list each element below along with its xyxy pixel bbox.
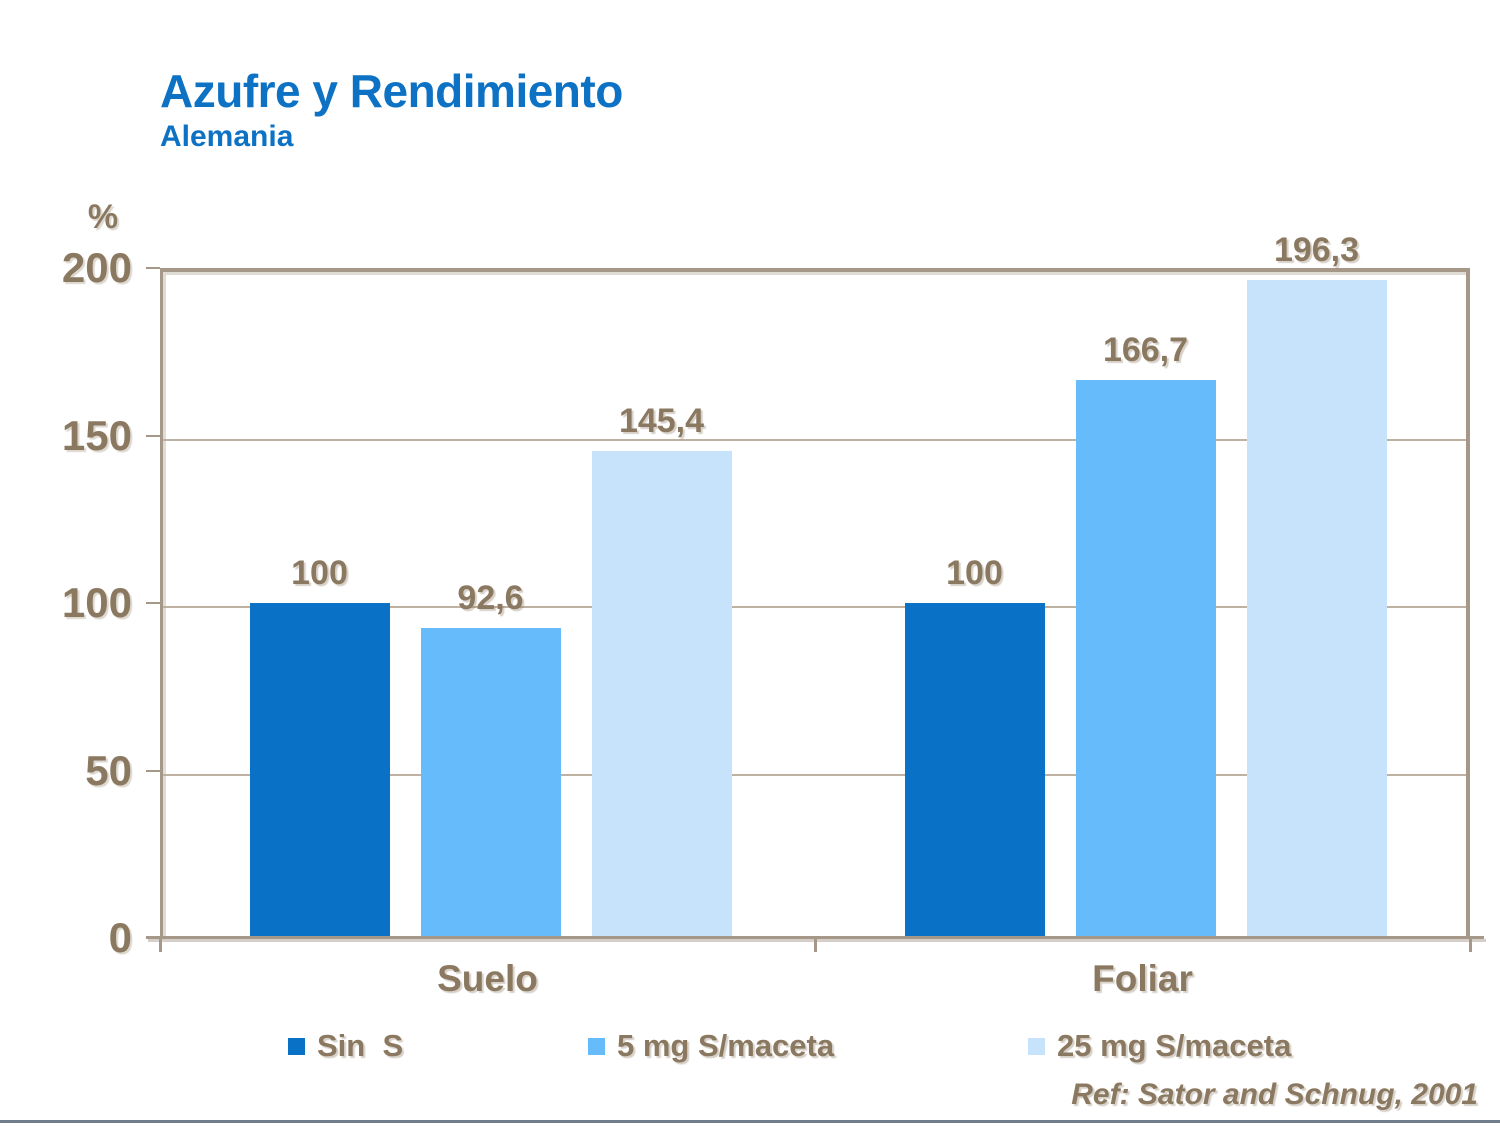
legend-item-5mg: 5 mg S/maceta [588, 1028, 834, 1064]
page-title: Azufre y Rendimiento [160, 65, 623, 117]
legend-item-25mg: 25 mg S/maceta [1028, 1028, 1291, 1064]
page-subtitle: Alemania [160, 120, 294, 153]
y-tick-label-0: 0 [108, 914, 132, 961]
legend-swatch-25mg [1028, 1037, 1045, 1055]
y-axis-unit-label: % [87, 198, 119, 236]
y-tick-label-100: 100 [61, 579, 132, 626]
bar-foliar-series0 [904, 603, 1045, 938]
bar-foliar-series2 [1246, 280, 1387, 938]
y-tick-mark-0 [146, 937, 160, 939]
category-label-suelo: Suelo [437, 958, 538, 999]
bar-value-label-suelo-series0: 100 [291, 554, 348, 592]
bar-suelo-series0 [249, 603, 390, 938]
gridline-150 [163, 438, 1466, 441]
y-tick-mark-50 [146, 769, 160, 772]
bar-suelo-series1 [420, 627, 561, 938]
category-boundary-tick-1 [814, 939, 817, 952]
legend-swatch-5mg [588, 1037, 605, 1055]
legend-label-25mg: 25 mg S/maceta [1057, 1028, 1292, 1063]
reference-citation: Ref: Sator and Schnug, 2001 [1071, 1078, 1478, 1111]
category-boundary-tick-2 [1469, 939, 1472, 952]
bar-value-label-foliar-series0: 100 [946, 554, 1003, 592]
legend-item-sin-s: Sin S [288, 1028, 403, 1064]
category-label-foliar: Foliar [1092, 958, 1193, 999]
y-tick-mark-200 [146, 267, 160, 269]
y-tick-label-50: 50 [85, 746, 132, 794]
legend-label-sin-s: Sin S [317, 1028, 404, 1063]
bar-value-label-foliar-series1: 166,7 [1102, 330, 1189, 369]
y-tick-mark-150 [146, 434, 160, 437]
y-tick-mark-100 [146, 602, 160, 604]
y-tick-label-200: 200 [61, 244, 132, 291]
legend-swatch-sin-s [288, 1037, 305, 1055]
category-boundary-tick-0 [159, 939, 162, 952]
plot-area: 100 100 92,6 166,7 145,4 196,3 [160, 231, 1470, 938]
x-axis-baseline [146, 936, 1484, 939]
bar-suelo-series2 [591, 450, 732, 938]
legend-label-5mg: 5 mg S/maceta [617, 1028, 835, 1063]
gridline-100 [163, 606, 1466, 608]
bar-value-label-foliar-series2: 196,3 [1273, 231, 1360, 270]
gridline-50 [163, 773, 1466, 776]
bar-value-label-suelo-series1: 92,6 [457, 578, 524, 617]
bar-value-label-suelo-series2: 145,4 [618, 401, 705, 440]
y-tick-label-150: 150 [61, 411, 132, 459]
bottom-divider-rule [0, 1120, 1500, 1123]
bar-foliar-series1 [1075, 379, 1216, 938]
